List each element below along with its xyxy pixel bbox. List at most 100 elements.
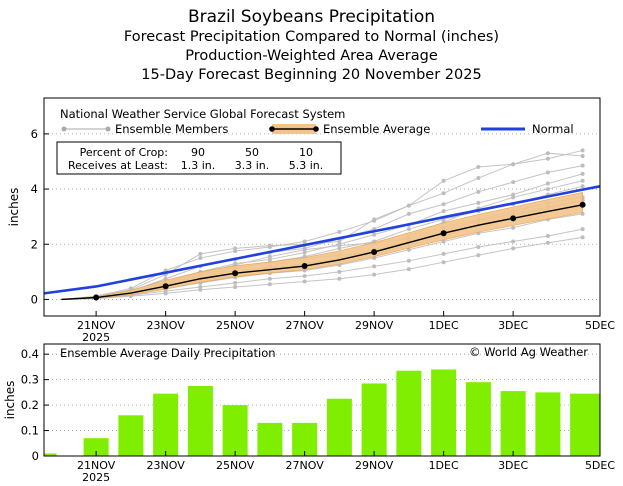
precip-bar — [396, 370, 422, 456]
ensemble-average-point — [510, 215, 517, 222]
ensemble-average-point — [301, 263, 308, 270]
top-x-tick-label: 27NOV — [286, 319, 325, 332]
top-x-tick-label: 3DEC — [498, 319, 528, 332]
bottom-panel-frame — [43, 343, 601, 457]
top-panel-frame — [43, 97, 601, 317]
bottom-y-tick-label: 0.4 — [21, 347, 39, 361]
precip-bar — [153, 393, 179, 456]
ensemble-member-point — [337, 276, 342, 281]
daily-precip-bars — [44, 369, 600, 456]
bottom-x-tick-label: 5DEC — [585, 459, 615, 472]
bottom-x-year-label: 2025 — [82, 471, 110, 484]
normal-line — [43, 185, 601, 295]
ensemble-member-point — [302, 279, 307, 284]
ensemble-member-point — [580, 163, 585, 168]
ensemble-member-point — [476, 245, 481, 250]
ensemble-member-point — [337, 229, 342, 234]
ensemble-member-point — [302, 247, 307, 252]
ensemble-member-point — [302, 250, 307, 255]
ensemble-member-point — [545, 187, 550, 192]
precip-bar — [535, 392, 561, 456]
ensemble-member-point — [441, 209, 446, 214]
precip-bar — [222, 405, 248, 456]
legend-average-swatch — [269, 124, 319, 134]
ensemble-member-point — [511, 162, 516, 167]
precip-bar — [187, 386, 213, 456]
amount-value-50: 3.3 in. — [235, 159, 270, 172]
amount-value-90: 1.3 in. — [181, 159, 216, 172]
ensemble-member-point — [337, 269, 342, 274]
ensemble-member-point — [198, 287, 203, 292]
ensemble-member-point — [441, 178, 446, 183]
top-y-axis-label: inches — [7, 188, 21, 227]
chart-subtitle-1: Forecast Precipitation Compared to Norma… — [123, 29, 500, 45]
precip-bar — [118, 415, 144, 456]
precip-bar — [361, 383, 387, 456]
ensemble-member-point — [372, 264, 377, 269]
bottom-y-tick-label: 0.3 — [21, 373, 39, 387]
top-x-tick-label: 1DEC — [429, 319, 459, 332]
ensemble-member-point — [545, 181, 550, 186]
legend-members-label: Ensemble Members — [115, 122, 228, 136]
precip-bar — [292, 422, 318, 456]
chart-main-title: Brazil Soybeans Precipitation — [187, 7, 436, 27]
ensemble-member-point — [406, 247, 411, 252]
bottom-y-axis-label: inches — [3, 381, 17, 420]
top-panel-grid — [44, 133, 600, 300]
ensemble-member-point — [511, 195, 516, 200]
ensemble-average-point — [93, 294, 100, 301]
chart-subtitle-3: 15-Day Forecast Beginning 20 November 20… — [141, 67, 482, 83]
ensemble-member-point — [406, 227, 411, 232]
bottom-x-tick-label: 1DEC — [429, 459, 459, 472]
ensemble-member-point — [406, 203, 411, 208]
ensemble-member-line — [61, 180, 583, 300]
ensemble-member-point — [337, 246, 342, 251]
bottom-panel-axes: 0 0.1 0.2 0.3 0.4 21NOV 23NOV 25NOV 27NOV 29NOV 1D… — [21, 347, 616, 484]
ensemble-member-point — [406, 258, 411, 263]
ensemble-member-point — [545, 233, 550, 238]
ensemble-member-point — [441, 239, 446, 244]
ensemble-member-point — [267, 276, 272, 281]
top-panel-title: National Weather Service Global Forecast… — [60, 107, 345, 121]
percent-value-50: 50 — [245, 146, 259, 159]
ensemble-average-point — [371, 248, 378, 255]
ensemble-member-point — [580, 171, 585, 176]
precip-bar — [83, 438, 109, 456]
ensemble-member-point — [580, 227, 585, 232]
ensemble-member-point — [441, 251, 446, 256]
ensemble-member-point — [441, 202, 446, 207]
bottom-y-tick-label: 0.1 — [21, 424, 39, 438]
ensemble-member-point — [163, 291, 168, 296]
top-x-tick-label: 23NOV — [147, 319, 186, 332]
ensemble-member-point — [302, 239, 307, 244]
ensemble-member-point — [580, 153, 585, 158]
ensemble-member-point — [233, 246, 238, 251]
ensemble-member-point — [511, 192, 516, 197]
title-block: Brazil Soybeans Precipitation Forecast P… — [0, 6, 623, 85]
top-y-tick-label: 2 — [31, 237, 38, 251]
precip-bar — [431, 369, 457, 456]
ensemble-member-point — [267, 245, 272, 250]
ensemble-member-point — [406, 211, 411, 216]
legend-members-swatch — [61, 126, 111, 132]
ensemble-member-point — [233, 249, 238, 254]
ensemble-member-point — [372, 218, 377, 223]
ensemble-member-point — [337, 243, 342, 248]
ensemble-member-line — [61, 236, 583, 300]
top-y-tick-label: 0 — [31, 292, 38, 306]
percent-value-10: 10 — [299, 146, 313, 159]
bottom-x-tick-label: 25NOV — [216, 459, 255, 472]
ensemble-member-point — [267, 257, 272, 262]
bottom-x-tick-label: 29NOV — [355, 459, 394, 472]
top-x-tick-label: 5DEC — [585, 319, 615, 332]
ensemble-member-point — [198, 251, 203, 256]
ensemble-member-point — [545, 240, 550, 245]
bottom-y-tick-label: 0.2 — [21, 398, 39, 412]
ensemble-average-point — [162, 283, 169, 290]
ensemble-member-point — [545, 170, 550, 175]
ensemble-member-line — [61, 165, 583, 300]
ensemble-average-point — [440, 230, 447, 237]
ensemble-member-point — [198, 285, 203, 290]
ensemble-member-point — [476, 164, 481, 169]
percent-table-box — [56, 141, 342, 175]
